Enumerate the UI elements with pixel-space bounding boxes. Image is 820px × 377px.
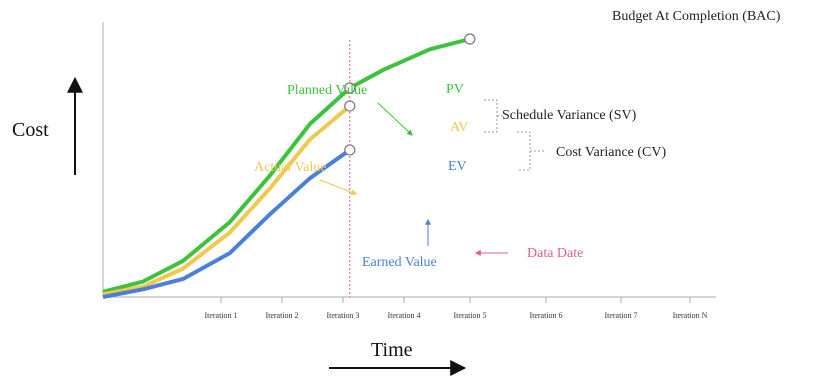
actual-value-label: Actual Value bbox=[254, 160, 326, 175]
ev-endpoint bbox=[344, 144, 356, 156]
x-axis-label: Time bbox=[371, 339, 413, 361]
planned-value-label: Planned Value bbox=[287, 83, 367, 98]
actual-value-arrow bbox=[319, 179, 358, 196]
cv-label: Cost Variance (CV) bbox=[556, 145, 666, 160]
x-tick-label: Iteration 5 bbox=[453, 311, 486, 320]
cv-bracket bbox=[497, 115, 545, 171]
pv-short-label: PV bbox=[446, 82, 464, 97]
bac-endpoint bbox=[464, 33, 476, 45]
sv-label: Schedule Variance (SV) bbox=[502, 108, 637, 123]
x-tick-label: Iteration 1 bbox=[204, 311, 237, 320]
ev-short-label: EV bbox=[448, 159, 467, 174]
planned-value-arrow bbox=[377, 102, 413, 136]
sv-bracket bbox=[484, 99, 498, 133]
earned-value-label: Earned Value bbox=[362, 255, 437, 270]
bac-label: Budget At Completion (BAC) bbox=[612, 9, 781, 24]
pv-endpoint bbox=[344, 82, 356, 94]
x-tick-label: Iteration 2 bbox=[265, 311, 298, 320]
y-axis-label: Cost bbox=[12, 119, 49, 141]
x-tick-label: Iteration 4 bbox=[387, 311, 420, 320]
earned-value-line bbox=[102, 148, 351, 299]
x-axis-ticks: Iteration 1 Iteration 2 Iteration 3 Iterati… bbox=[204, 297, 708, 320]
data-date-label: Data Date bbox=[527, 246, 583, 261]
x-tick-label: Iteration 6 bbox=[529, 311, 562, 320]
x-tick-label: Iteration 3 bbox=[326, 311, 359, 320]
actual-value-line bbox=[102, 104, 352, 297]
x-tick-label: Iteration N bbox=[673, 311, 708, 320]
av-endpoint bbox=[344, 100, 356, 112]
planned-value-line bbox=[102, 37, 471, 294]
av-short-label: AV bbox=[450, 120, 468, 135]
x-tick-label: Iteration 7 bbox=[604, 311, 637, 320]
